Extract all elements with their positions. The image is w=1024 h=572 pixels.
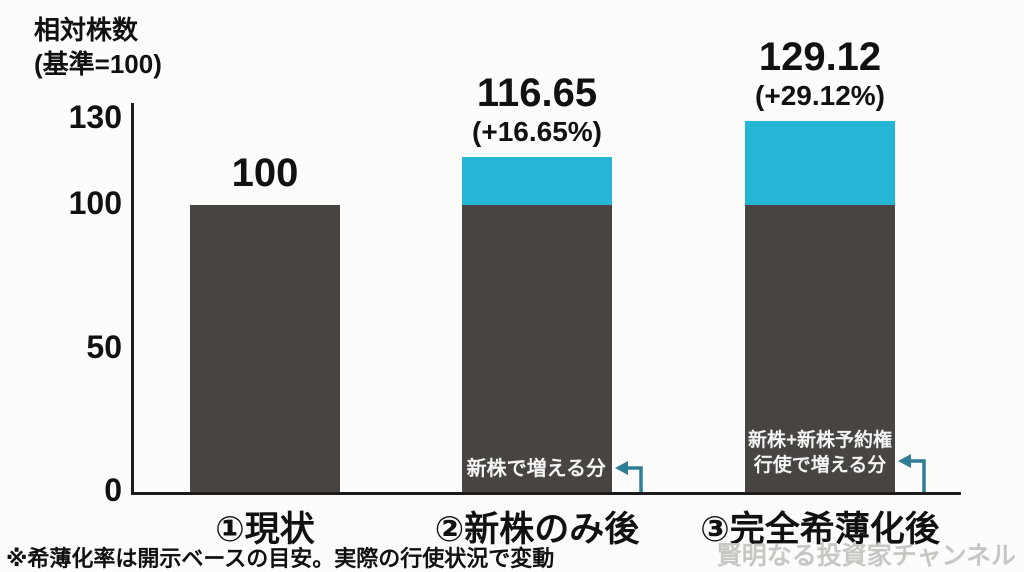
bar-base-segment — [190, 205, 340, 492]
bar-dilution-segment — [745, 121, 895, 205]
annotation-line: 新株+新株予約権 — [747, 430, 893, 451]
bar-total-label: 116.65 — [476, 71, 598, 116]
bar-value-label: 116.65 (+16.65%) — [387, 70, 687, 148]
y-tick-label: 130 — [68, 98, 122, 135]
y-axis-title-line1: 相対株数 — [34, 15, 139, 45]
annotation-arrow-icon — [898, 454, 926, 492]
watermark: 賢明なる投資家チャンネル — [716, 542, 1016, 570]
bar-total-label: 100 — [231, 151, 299, 195]
y-axis-line — [131, 103, 134, 495]
annotation-arrow-icon — [615, 461, 643, 492]
bar-base-segment — [745, 205, 895, 492]
x-axis-line — [131, 492, 961, 495]
y-tick-label: 100 — [68, 185, 122, 222]
category-label: ①現状 — [215, 510, 315, 549]
bar-delta-label: (+16.65%) — [472, 116, 602, 148]
bar-total-label: 129.12 — [758, 35, 882, 80]
category-label: ③完全希薄化後 — [700, 510, 940, 549]
annotation-line: 新株で増える分 — [466, 458, 606, 480]
annotation-label: 新株+新株予約権 行使で増える分 — [745, 428, 895, 478]
footnote: ※希薄化率は開示ベースの目安。実際の行使状況で変動 — [6, 546, 555, 571]
bar-dilution-segment — [462, 157, 612, 205]
annotation-label: 新株で増える分 — [462, 456, 606, 482]
bar-value-label: 100 — [115, 150, 415, 196]
y-tick-label: 50 — [86, 328, 122, 365]
category-label: ②新株のみ後 — [434, 510, 640, 549]
y-axis-title-line2: (基準=100) — [34, 48, 162, 79]
annotation-line: 行使で増える分 — [753, 455, 887, 477]
bar-base-segment — [462, 205, 612, 492]
bar-value-label: 129.12 (+29.12%) — [670, 34, 970, 112]
y-tick-label: 0 — [104, 472, 122, 509]
bar-delta-label: (+29.12%) — [755, 80, 885, 112]
y-axis-title: 相対株数 (基準=100) — [34, 14, 162, 82]
